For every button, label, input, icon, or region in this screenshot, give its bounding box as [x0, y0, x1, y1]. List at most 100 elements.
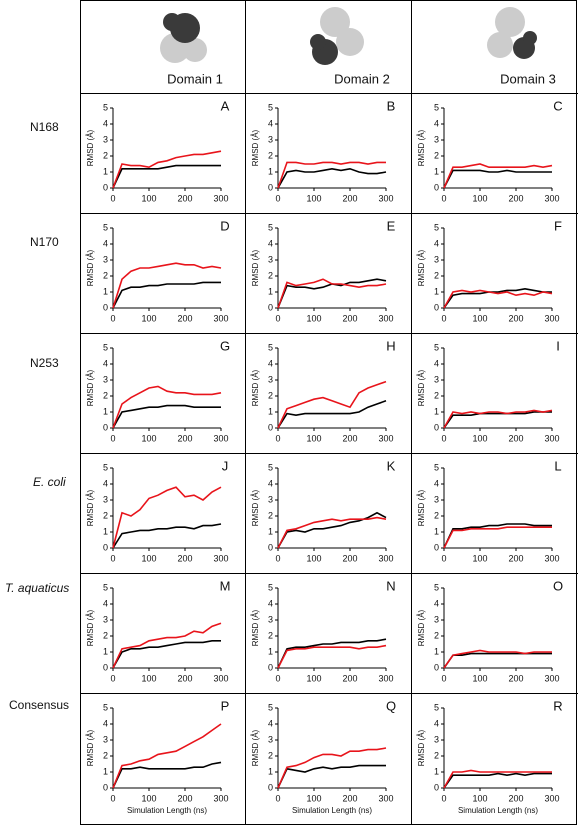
- y-tick-label: 0: [434, 182, 439, 192]
- panel: B RMSD (Å) 0 1 2 3 4 5 0 100 200 300: [251, 98, 395, 203]
- y-tick-label: 3: [268, 134, 273, 144]
- series-line: [443, 289, 553, 309]
- y-tick-label: 0: [103, 182, 108, 192]
- x-tick-label: 100: [472, 433, 487, 443]
- series-line: [443, 772, 552, 789]
- y-tick-label: 1: [268, 406, 273, 416]
- y-tick-label: 5: [268, 462, 273, 472]
- x-tick-label: 200: [177, 673, 192, 683]
- panel: D RMSD (Å) 0 1 2 3 4 5 0 100 200 300: [86, 218, 230, 323]
- panel-letter: B: [387, 98, 396, 113]
- panel: O RMSD (Å) 0 1 2 3 4 5 0 100 200 300: [417, 578, 563, 683]
- y-tick-label: 2: [434, 510, 439, 520]
- y-tick-label: 0: [268, 782, 273, 792]
- y-tick-label: 2: [268, 510, 273, 520]
- y-tick-label: 1: [434, 166, 439, 176]
- x-tick-label: 0: [110, 553, 115, 563]
- y-tick-label: 5: [103, 222, 108, 232]
- panel: A RMSD (Å) 0 1 2 3 4 5 0 100 200 300: [86, 98, 230, 203]
- series-line: [112, 262, 222, 309]
- x-tick-label: 100: [306, 433, 321, 443]
- x-axis-label: Simulation Length (ns): [127, 806, 207, 815]
- series-line: [443, 287, 552, 309]
- panel: I RMSD (Å) 0 1 2 3 4 5 0 100 200 300: [417, 338, 560, 443]
- x-tick-label: 0: [275, 433, 280, 443]
- y-tick-label: 5: [103, 462, 108, 472]
- y-axis-label: RMSD (Å): [86, 129, 95, 166]
- series-line: [277, 516, 387, 549]
- x-tick-label: 0: [441, 313, 446, 323]
- x-tick-label: 200: [342, 433, 357, 443]
- y-axis-label: RMSD (Å): [251, 249, 260, 286]
- x-tick-label: 100: [472, 193, 487, 203]
- y-tick-label: 3: [268, 494, 273, 504]
- x-tick-label: 300: [378, 793, 393, 803]
- x-tick-label: 0: [275, 313, 280, 323]
- y-tick-label: 2: [434, 750, 439, 760]
- y-tick-label: 4: [268, 358, 273, 368]
- series-line: [443, 526, 552, 549]
- x-tick-label: 0: [441, 433, 446, 443]
- row-label: N170: [30, 235, 59, 249]
- y-tick-label: 2: [268, 750, 273, 760]
- panel-letter: K: [387, 458, 396, 473]
- x-tick-label: 100: [141, 673, 156, 683]
- x-axis-label: Simulation Length (ns): [292, 806, 372, 815]
- y-tick-label: 3: [268, 254, 273, 264]
- y-tick-label: 3: [103, 374, 108, 384]
- series-line: [443, 769, 552, 789]
- y-tick-label: 4: [103, 118, 108, 128]
- y-tick-label: 5: [103, 702, 108, 712]
- row-label: E. coli: [33, 475, 66, 489]
- y-tick-label: 0: [103, 302, 108, 312]
- y-tick-label: 0: [268, 662, 273, 672]
- y-tick-label: 4: [268, 598, 273, 608]
- x-tick-label: 200: [508, 553, 523, 563]
- y-tick-label: 4: [268, 238, 273, 248]
- y-tick-label: 2: [268, 150, 273, 160]
- panel-letter: C: [553, 98, 562, 113]
- y-tick-label: 2: [268, 270, 273, 280]
- x-tick-label: 200: [508, 673, 523, 683]
- y-tick-label: 1: [434, 766, 439, 776]
- y-tick-label: 1: [434, 526, 439, 536]
- series-line: [112, 761, 222, 789]
- y-axis-label: RMSD (Å): [86, 369, 95, 406]
- y-axis-label: RMSD (Å): [417, 249, 426, 286]
- x-tick-label: 100: [306, 313, 321, 323]
- x-tick-label: 200: [177, 313, 192, 323]
- y-tick-label: 0: [268, 182, 273, 192]
- y-tick-label: 4: [103, 238, 108, 248]
- panel-letter: Q: [386, 698, 396, 713]
- y-tick-label: 1: [434, 286, 439, 296]
- series-line: [277, 644, 387, 669]
- x-tick-label: 300: [378, 433, 393, 443]
- x-tick-label: 0: [441, 193, 446, 203]
- y-tick-label: 5: [268, 102, 273, 112]
- y-tick-label: 5: [103, 102, 108, 112]
- y-tick-label: 2: [103, 750, 108, 760]
- column-label: Domain 2: [334, 71, 390, 86]
- y-tick-label: 5: [268, 342, 273, 352]
- y-tick-label: 1: [103, 406, 108, 416]
- x-tick-label: 200: [508, 193, 523, 203]
- y-tick-label: 5: [268, 222, 273, 232]
- y-axis-label: RMSD (Å): [251, 489, 260, 526]
- x-tick-label: 0: [441, 673, 446, 683]
- y-tick-label: 1: [268, 286, 273, 296]
- x-tick-label: 300: [378, 673, 393, 683]
- x-tick-label: 200: [508, 793, 523, 803]
- y-axis-label: RMSD (Å): [86, 249, 95, 286]
- y-tick-label: 1: [268, 646, 273, 656]
- y-tick-label: 2: [434, 270, 439, 280]
- x-tick-label: 200: [177, 793, 192, 803]
- y-axis-label: RMSD (Å): [86, 729, 95, 766]
- x-tick-label: 100: [306, 793, 321, 803]
- row-label: T. aquaticus: [5, 581, 69, 595]
- y-tick-label: 2: [434, 630, 439, 640]
- series-line: [277, 400, 387, 429]
- protein-icon: [310, 7, 364, 65]
- x-tick-label: 100: [472, 313, 487, 323]
- y-tick-label: 2: [103, 390, 108, 400]
